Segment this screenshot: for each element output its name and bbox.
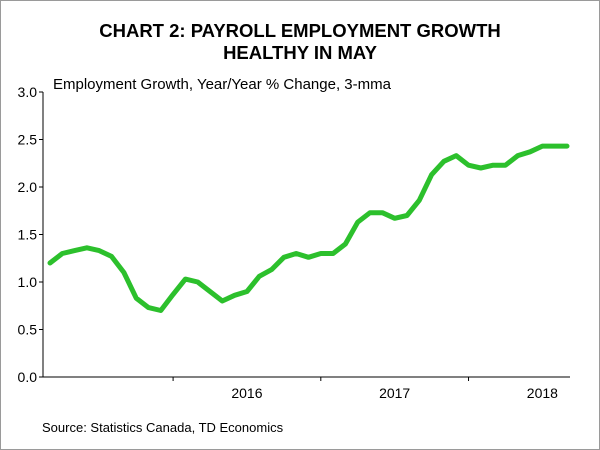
y-axis-label: Employment Growth, Year/Year % Change, 3…: [53, 76, 392, 93]
x-tick-label: 2018: [527, 385, 558, 401]
x-tick-label: 2016: [231, 385, 262, 401]
axes: [42, 92, 570, 378]
chart-title-line-2: HEALTHY IN MAY: [223, 42, 377, 63]
series-line: [47, 143, 570, 313]
y-tick-label: 2.0: [18, 179, 38, 195]
chart-title: CHART 2: PAYROLL EMPLOYMENT GROWTH HEALT…: [0, 20, 600, 64]
series-group: [47, 143, 570, 313]
y-tick-label: 2.5: [18, 132, 38, 148]
y-tick-label: 1.0: [18, 274, 38, 290]
source-note: Source: Statistics Canada, TD Economics: [42, 420, 284, 435]
y-axis-ticks: 0.0 0.5 1.0 1.5 2.0 2.5 3.0: [18, 84, 43, 385]
y-tick-label: 0.0: [18, 369, 38, 385]
x-tick-label: 2017: [379, 385, 410, 401]
y-tick-label: 1.5: [18, 227, 38, 243]
chart-title-line-1: CHART 2: PAYROLL EMPLOYMENT GROWTH: [99, 20, 501, 41]
x-axis-ticks: 2016 2017 2018: [172, 377, 558, 401]
y-tick-label: 3.0: [18, 84, 38, 100]
y-tick-label: 0.5: [18, 322, 38, 338]
